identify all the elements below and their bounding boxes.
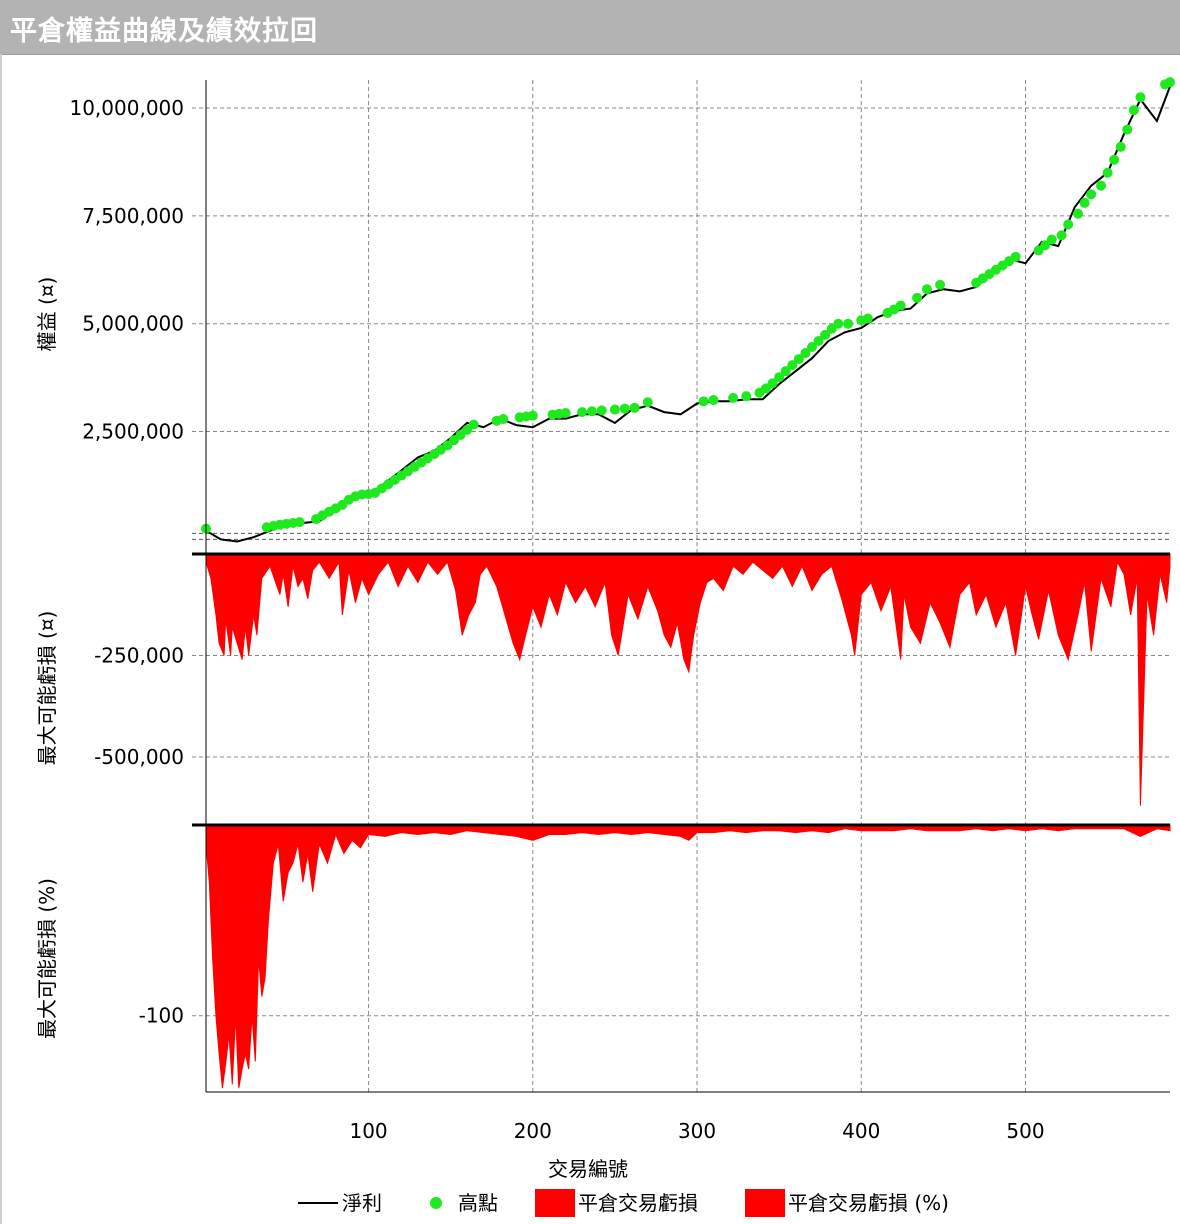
- high-point: [1096, 180, 1107, 191]
- high-point: [1102, 167, 1113, 178]
- high-point: [912, 292, 923, 303]
- legend-dot-swatch: [430, 1197, 442, 1209]
- x-tick-label: 300: [678, 1119, 716, 1143]
- high-point: [862, 313, 873, 324]
- y-tick-label: 5,000,000: [82, 312, 184, 336]
- legend-label: 平倉交易虧損: [578, 1191, 698, 1215]
- high-point: [629, 402, 640, 413]
- legend-label: 高點: [458, 1191, 498, 1215]
- legend-area-swatch: [745, 1189, 785, 1217]
- x-axis-label: 交易編號: [548, 1157, 628, 1181]
- high-point: [806, 341, 817, 352]
- high-point: [935, 279, 946, 290]
- high-point: [577, 407, 588, 418]
- high-point: [468, 419, 479, 430]
- y-tick-label: -500,000: [94, 745, 184, 769]
- high-point: [833, 318, 844, 329]
- high-point: [813, 335, 824, 346]
- y-tick-label: 7,500,000: [82, 204, 184, 228]
- high-point: [527, 410, 538, 421]
- chart-title: 平倉權益曲線及績效拉回: [10, 16, 318, 47]
- high-point: [560, 407, 571, 418]
- high-point: [642, 397, 653, 408]
- high-point: [294, 517, 305, 528]
- y-tick-label: -100: [139, 1004, 184, 1028]
- high-point: [619, 403, 630, 414]
- high-point: [843, 318, 854, 329]
- legend-label: 平倉交易虧損 (%): [788, 1191, 949, 1215]
- y-axis-label: 權益 (¤): [35, 277, 59, 352]
- y-axis-label: 最大可能虧損 (%): [35, 878, 59, 1039]
- high-point: [1040, 240, 1051, 251]
- legend-area-swatch: [535, 1189, 575, 1217]
- legend-label: 淨利: [342, 1191, 382, 1215]
- frame-border: [0, 54, 2, 1224]
- high-point: [1128, 105, 1139, 116]
- high-point: [609, 404, 620, 415]
- y-axis-label: 最大可能虧損 (¤): [35, 611, 59, 766]
- high-point: [708, 395, 719, 406]
- high-point: [1165, 77, 1175, 88]
- high-point: [1079, 197, 1090, 208]
- x-tick-label: 200: [514, 1119, 552, 1143]
- high-point: [1073, 208, 1084, 219]
- high-point: [774, 372, 785, 383]
- x-tick-label: 500: [1006, 1119, 1044, 1143]
- high-point: [921, 284, 932, 295]
- high-point: [1086, 189, 1097, 200]
- x-tick-label: 400: [842, 1119, 880, 1143]
- high-point: [787, 360, 798, 371]
- high-point: [1046, 234, 1057, 245]
- chart-title-bar: 平倉權益曲線及績效拉回: [0, 0, 1180, 55]
- high-point: [1063, 219, 1074, 230]
- high-point: [728, 392, 739, 403]
- high-point: [793, 354, 804, 365]
- high-point: [1010, 251, 1021, 262]
- y-tick-label: 2,500,000: [82, 420, 184, 444]
- high-point: [780, 366, 791, 377]
- high-point: [1122, 124, 1133, 135]
- high-point: [767, 378, 778, 389]
- high-point: [741, 391, 752, 402]
- high-point: [820, 329, 831, 340]
- high-point: [498, 414, 509, 425]
- high-point: [596, 405, 607, 416]
- y-tick-label: 10,000,000: [69, 96, 184, 120]
- drawdown-percent-area: [205, 824, 1171, 1089]
- high-point: [698, 396, 709, 407]
- high-point: [1056, 230, 1067, 241]
- high-point: [1115, 141, 1126, 152]
- high-point: [895, 300, 906, 311]
- drawdown-area: [205, 553, 1171, 806]
- high-point: [1109, 154, 1120, 165]
- high-point: [1135, 92, 1146, 103]
- x-tick-label: 100: [349, 1119, 387, 1143]
- high-point: [800, 348, 811, 359]
- y-tick-label: -250,000: [94, 644, 184, 668]
- high-point: [586, 406, 597, 417]
